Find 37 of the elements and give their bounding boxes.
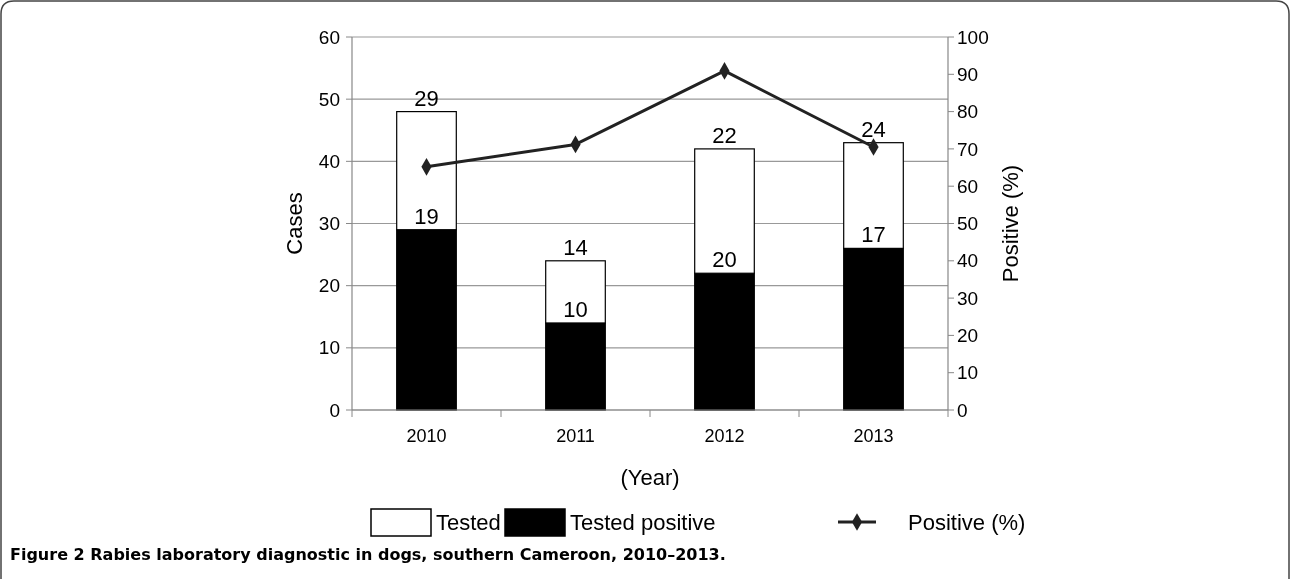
y-tick-label: 10 [318, 337, 340, 359]
y-tick-label: 20 [318, 275, 340, 297]
y2-tick-label: 90 [957, 63, 979, 85]
data-label: 19 [414, 203, 439, 229]
data-label: 10 [563, 296, 588, 322]
annotation: 24 [861, 116, 886, 142]
x-axis-title: (Year) [620, 465, 680, 490]
legend-label: Tested positive [570, 509, 716, 535]
x-tick-label: 2012 [704, 426, 745, 446]
y2-tick-label: 10 [957, 362, 979, 384]
x-tick-label: 2011 [556, 426, 595, 446]
y-tick-label: 40 [318, 150, 340, 172]
data-label: 20 [712, 247, 737, 273]
y2-tick-label: 20 [957, 325, 979, 347]
data-label: 17 [861, 222, 886, 248]
y-axis-title: Cases [282, 192, 307, 255]
y2-tick-label: 80 [957, 101, 979, 123]
annotation: 22 [712, 122, 737, 148]
legend-label: Positive (%) [908, 509, 1026, 535]
y2-tick-label: 50 [957, 213, 979, 235]
x-tick-label: 2013 [853, 426, 894, 446]
caption: Figure 2 Rabies laboratory diagnostic in dogs, southern Cameroon, 2010–2013. [10, 545, 726, 564]
x-tick-label: 2010 [406, 426, 447, 446]
y-tick-label: 30 [318, 213, 340, 235]
y-tick-label: 50 [318, 88, 340, 110]
y2-tick-label: 70 [957, 138, 979, 160]
y2-axis-title: Positive (%) [998, 164, 1023, 283]
y-tick-label: 60 [318, 26, 340, 48]
y-tick-label: 0 [329, 399, 340, 421]
y2-tick-label: 30 [957, 287, 979, 309]
y2-tick-label: 40 [957, 250, 979, 272]
y2-tick-label: 0 [957, 399, 968, 421]
y2-tick-label: 100 [957, 26, 989, 48]
legend-label: Tested [436, 509, 501, 535]
y2-tick-label: 60 [957, 175, 979, 197]
annotation: 14 [563, 234, 588, 260]
annotation: 29 [414, 85, 439, 111]
